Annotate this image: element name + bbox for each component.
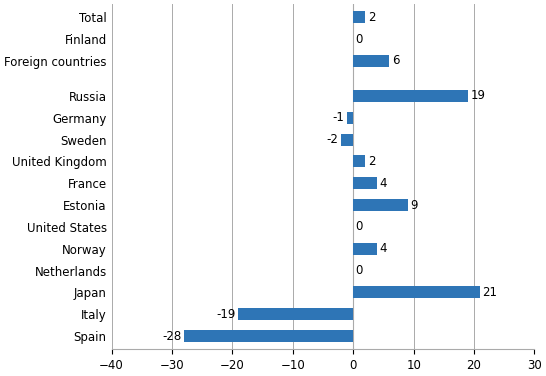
Text: -2: -2 <box>327 133 339 146</box>
Bar <box>353 199 407 211</box>
Text: 0: 0 <box>355 220 363 233</box>
Text: 4: 4 <box>380 177 387 190</box>
Text: 19: 19 <box>471 89 485 102</box>
Text: 0: 0 <box>355 264 363 277</box>
Bar <box>353 90 468 102</box>
Bar <box>353 55 389 67</box>
Text: -1: -1 <box>333 111 345 124</box>
Bar <box>347 112 353 124</box>
Bar <box>353 287 480 298</box>
Bar <box>239 308 353 320</box>
Bar <box>353 155 365 167</box>
Text: 2: 2 <box>367 155 375 168</box>
Bar <box>184 330 353 342</box>
Bar <box>341 133 353 146</box>
Text: 2: 2 <box>367 11 375 24</box>
Text: -28: -28 <box>162 329 182 343</box>
Text: -19: -19 <box>217 308 236 321</box>
Text: 21: 21 <box>483 286 497 299</box>
Bar <box>353 243 377 255</box>
Text: 0: 0 <box>355 33 363 45</box>
Text: 4: 4 <box>380 242 387 255</box>
Bar <box>353 11 365 23</box>
Text: 6: 6 <box>392 55 399 67</box>
Text: 9: 9 <box>410 199 418 212</box>
Bar <box>353 177 377 189</box>
